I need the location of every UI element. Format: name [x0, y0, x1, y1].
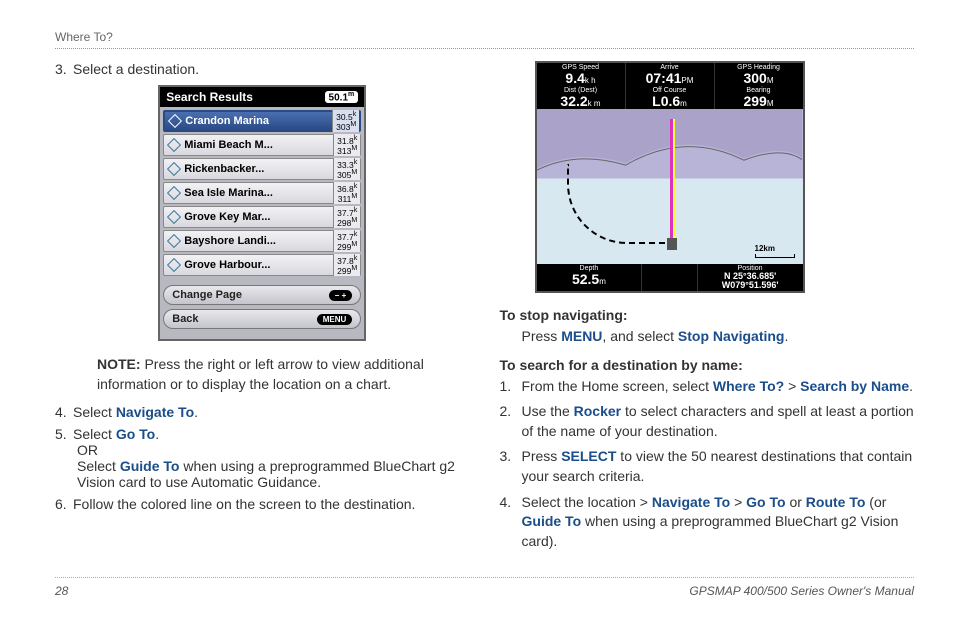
marina-icon: [167, 162, 181, 176]
page-header: Where To?: [55, 30, 914, 49]
menu-pill: MENU: [317, 314, 353, 325]
search-name-head: To search for a destination by name:: [500, 357, 915, 373]
page-footer: 28 GPSMAP 400/500 Series Owner's Manual: [55, 577, 914, 598]
marina-icon: [167, 138, 181, 152]
search-result-row[interactable]: Sea Isle Marina... 36.8k311M: [163, 182, 361, 204]
nav-data-cell: PositionN 25°36.685'W079°51.596': [698, 264, 803, 291]
manual-title: GPSMAP 400/500 Series Owner's Manual: [689, 584, 914, 598]
page-number: 28: [55, 584, 68, 598]
search-result-row[interactable]: Grove Key Mar... 37.7k298M: [163, 206, 361, 228]
note-block: NOTE: Press the right or left arrow to v…: [97, 355, 470, 394]
search-step-2: 2.Use the Rocker to select characters an…: [500, 402, 915, 441]
step3-text: Select a destination.: [73, 61, 199, 77]
boat-icon: [667, 238, 677, 250]
left-column: 3.Select a destination. Search Results 5…: [55, 61, 470, 557]
nav-data-cell: Arrive07:41PM: [626, 63, 715, 86]
note-label: NOTE:: [97, 356, 141, 372]
nav-data-cell: GPS Heading300M: [715, 63, 803, 86]
step-6: 6.Follow the colored line on the screen …: [55, 496, 470, 512]
stop-nav-text: Press MENU, and select Stop Navigating.: [522, 327, 915, 347]
nav-data-cell: Depth52.5m: [537, 264, 643, 291]
device1-head-dist: 50.1m: [325, 91, 359, 103]
nav-data-cell: [642, 264, 697, 291]
search-results-device: Search Results 50.1m Crandon Marina 30.5…: [158, 85, 366, 341]
stop-nav-head: To stop navigating:: [500, 307, 915, 323]
map-scale: 12km: [755, 244, 795, 258]
search-result-row[interactable]: Crandon Marina 30.5k303M: [163, 110, 361, 132]
note-text: Press the right or left arrow to view ad…: [97, 356, 424, 392]
step-5: 5.Select Go To. OR Select Guide To when …: [55, 426, 470, 490]
marina-icon: [167, 210, 181, 224]
nav-map-device: GPS Speed9.4k hArrive07:41PMGPS Heading3…: [535, 61, 805, 293]
nav-data-cell: Dist (Dest)32.2k m: [537, 86, 626, 109]
change-page-button[interactable]: Change Page − +: [163, 285, 361, 305]
nav-data-cell: Off CourseL0.6m: [626, 86, 715, 109]
plus-minus-pill: − +: [329, 290, 353, 301]
search-step-1: 1.From the Home screen, select Where To?…: [500, 377, 915, 397]
search-step-3: 3.Press SELECT to view the 50 nearest de…: [500, 447, 915, 486]
nav-data-cell: Bearing299M: [715, 86, 803, 109]
device1-list: Crandon Marina 30.5k303M Miami Beach M..…: [160, 107, 364, 281]
back-button[interactable]: Back MENU: [163, 309, 361, 329]
map-area: 12km: [537, 109, 803, 264]
search-step-4: 4.Select the location > Navigate To > Go…: [500, 493, 915, 552]
search-result-row[interactable]: Grove Harbour... 37.8k299M: [163, 254, 361, 276]
step-3: 3.Select a destination.: [55, 61, 470, 77]
search-result-row[interactable]: Miami Beach M... 31.8k313M: [163, 134, 361, 156]
device1-title: Search Results: [166, 90, 253, 104]
marina-icon: [167, 186, 181, 200]
marina-icon: [167, 258, 181, 272]
right-column: GPS Speed9.4k hArrive07:41PMGPS Heading3…: [500, 61, 915, 557]
nav-data-cell: GPS Speed9.4k h: [537, 63, 626, 86]
marina-icon: [167, 234, 181, 248]
step-4: 4.Select Navigate To.: [55, 404, 470, 420]
search-result-row[interactable]: Bayshore Landi... 37.7k299M: [163, 230, 361, 252]
search-result-row[interactable]: Rickenbacker... 33.3k305M: [163, 158, 361, 180]
marina-icon: [168, 114, 182, 128]
